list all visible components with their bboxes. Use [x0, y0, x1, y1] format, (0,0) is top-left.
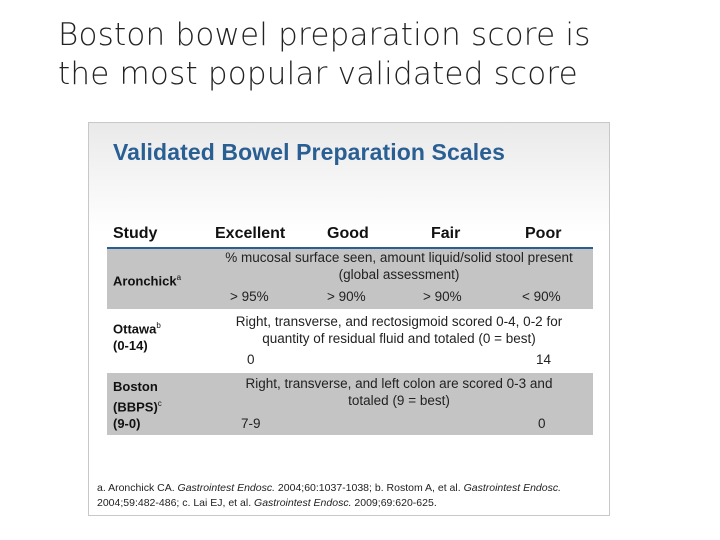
ref-a-journal: Gastrointest Endosc.: [177, 482, 276, 494]
aronchick-description: % mucosal surface seen, amount liquid/so…: [207, 249, 591, 283]
description-line: Right, transverse, and left colon are sc…: [245, 376, 553, 391]
slide-title-line-2: the most popular validated score: [58, 56, 578, 92]
header-divider: [107, 247, 593, 249]
study-name: Aronchick: [113, 273, 177, 289]
description-line: % mucosal surface seen, amount liquid/so…: [225, 250, 573, 265]
study-superscript: a: [176, 273, 182, 282]
study-ottawa: Ottawab (0-14): [113, 317, 161, 354]
study-name: Ottawa: [113, 321, 157, 337]
ref-a-author: a. Aronchick CA.: [97, 482, 178, 494]
boston-description: Right, transverse, and left colon are sc…: [207, 375, 591, 409]
description-line: (global assessment): [338, 267, 460, 282]
ottawa-description: Right, transverse, and rectosigmoid scor…: [207, 313, 591, 347]
figure-heading: Validated Bowel Preparation Scales: [113, 139, 505, 165]
study-superscript: c: [157, 399, 162, 408]
study-range: (9-0): [113, 416, 141, 432]
slide-title-line-1: Boston bowel preparation score is: [58, 17, 591, 53]
row-band-aronchick: [107, 249, 593, 309]
ottawa-poor-value: 14: [536, 352, 552, 367]
description-line: totaled (9 = best): [348, 393, 450, 408]
boston-poor-value: 0: [538, 416, 546, 431]
aronchick-poor-value: < 90%: [522, 289, 561, 304]
row-band-boston: [107, 373, 593, 435]
references-footnote: a. Aronchick CA. Gastrointest Endosc. 20…: [97, 481, 597, 511]
aronchick-fair-value: > 90%: [423, 289, 462, 304]
column-header-fair: Fair: [431, 225, 461, 242]
ref-b-journal: Gastrointest Endosc.: [463, 482, 562, 494]
column-header-poor: Poor: [525, 225, 562, 242]
column-header-excellent: Excellent: [215, 225, 286, 242]
column-header-study: Study: [113, 225, 158, 242]
study-range: (0-14): [113, 338, 148, 354]
ref-c-detail: 2009;69:620-625.: [351, 497, 437, 509]
ottawa-excellent-value: 0: [247, 352, 255, 367]
bowel-scales-figure: Validated Bowel Preparation Scales Study…: [88, 122, 610, 516]
aronchick-good-value: > 90%: [327, 289, 366, 304]
study-superscript: b: [156, 321, 161, 330]
description-line: Right, transverse, and rectosigmoid scor…: [235, 314, 563, 329]
slide-title: Boston bowel preparation score is the mo…: [58, 16, 698, 94]
ref-c-journal: Gastrointest Endosc.: [254, 497, 352, 509]
study-name: Boston: [113, 379, 158, 394]
column-header-good: Good: [327, 225, 369, 242]
study-abbrev: (BBPS): [113, 399, 158, 415]
study-aronchick: Aronchicka: [113, 269, 181, 289]
study-boston: Boston (BBPS)c (9-0): [113, 378, 162, 432]
ref-a-detail: 2004;60:1037-1038; b. Rostom A, et al.: [275, 482, 464, 494]
boston-excellent-value: 7-9: [241, 416, 261, 431]
aronchick-excellent-value: > 95%: [230, 289, 269, 304]
description-line: quantity of residual fluid and totaled (…: [262, 331, 536, 346]
ref-b-detail: 2004;59:482-486; c. Lai EJ, et al.: [97, 497, 255, 509]
